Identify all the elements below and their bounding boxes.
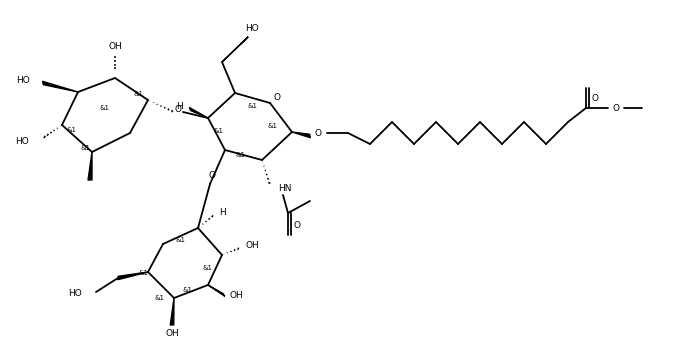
Text: O: O xyxy=(592,93,598,102)
Text: &1: &1 xyxy=(133,91,143,97)
Polygon shape xyxy=(292,132,310,138)
Text: O: O xyxy=(175,105,182,113)
Text: &1: &1 xyxy=(138,270,148,276)
Text: HO: HO xyxy=(68,290,82,299)
Text: HN: HN xyxy=(278,184,292,193)
Polygon shape xyxy=(189,107,208,118)
Text: &1: &1 xyxy=(213,128,223,134)
Text: O: O xyxy=(208,170,215,179)
Text: &1: &1 xyxy=(175,237,185,243)
Text: O: O xyxy=(613,103,619,112)
Text: &1: &1 xyxy=(235,152,245,158)
Text: &1: &1 xyxy=(80,145,90,151)
Polygon shape xyxy=(118,272,148,280)
Text: HO: HO xyxy=(245,24,259,33)
Text: &1: &1 xyxy=(66,127,76,133)
Text: O: O xyxy=(314,129,322,137)
Polygon shape xyxy=(88,152,92,180)
Text: &1: &1 xyxy=(202,265,212,271)
Text: &1: &1 xyxy=(182,287,192,293)
Text: &1: &1 xyxy=(248,103,258,109)
Text: HO: HO xyxy=(15,136,29,145)
Text: OH: OH xyxy=(246,241,260,250)
Text: O: O xyxy=(294,221,301,229)
Text: &1: &1 xyxy=(99,105,109,111)
Polygon shape xyxy=(208,285,225,296)
Text: O: O xyxy=(273,92,280,102)
Polygon shape xyxy=(43,81,78,92)
Text: &1: &1 xyxy=(268,123,278,129)
Text: H: H xyxy=(176,102,183,111)
Polygon shape xyxy=(170,298,174,325)
Text: &1: &1 xyxy=(154,295,164,301)
Text: H: H xyxy=(219,208,226,217)
Text: HO: HO xyxy=(16,76,30,84)
Text: OH: OH xyxy=(108,42,122,50)
Text: OH: OH xyxy=(165,329,179,339)
Text: OH: OH xyxy=(230,291,243,300)
Polygon shape xyxy=(222,37,248,62)
